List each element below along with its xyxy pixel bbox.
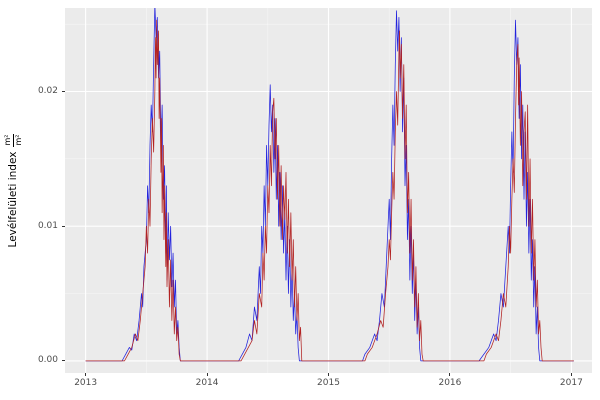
y-axis-title: Levélfelületi index m² m² [0,8,26,373]
plot-svg [65,3,592,373]
series-red [85,19,574,362]
y-axis-title-fraction: m² m² [3,133,23,147]
x-tick-mark [85,373,87,376]
y-tick-mark [62,91,65,92]
y-tick-label: 0.01 [37,220,58,231]
x-tick-mark [328,373,329,376]
x-tick-label: 2013 [74,378,98,388]
x-tick-label: 2014 [195,378,219,388]
x-tick-mark [449,373,451,376]
x-tick-label: 2016 [438,378,462,388]
x-tick-mark [206,373,208,376]
y-tick-mark [62,360,65,362]
fraction-denominator: m² [13,134,23,146]
x-tick-label: 2017 [559,378,583,388]
y-axis-title-text: Levélfelületi index [7,151,19,248]
y-tick-label: 0.00 [37,355,58,366]
chart-panel [65,3,592,373]
x-tick-label: 2015 [317,378,340,388]
y-tick-label: 0.02 [37,86,58,96]
x-tick-mark [570,373,572,376]
fraction-numerator: m² [3,133,14,147]
y-tick-mark [62,225,65,227]
